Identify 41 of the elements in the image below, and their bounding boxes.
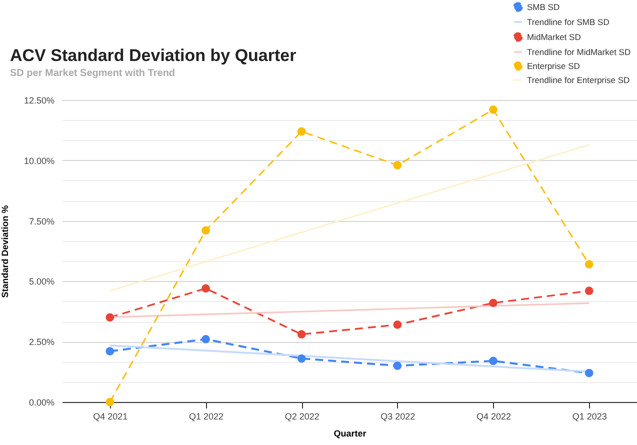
point [202, 335, 210, 344]
line-series [109, 144, 590, 292]
x-tick-label: Q4 2021 [93, 412, 128, 422]
legend-label: Trendline for MidMarket SD [527, 47, 631, 57]
y-tick-label: 5.00% [28, 276, 54, 287]
point [393, 320, 402, 329]
y-tick-label: 10.00% [24, 156, 54, 166]
legend-label: Trendline for SMB SD [527, 17, 610, 27]
point [393, 161, 402, 170]
chart-subtitle: SD per Market Segment with Trend [10, 68, 176, 79]
point [202, 226, 210, 235]
y-tick-label: 12.50% [24, 96, 54, 106]
point [106, 347, 114, 356]
point [297, 354, 306, 363]
legend-label: Trendline for Enterprise SD [527, 75, 630, 85]
point [584, 260, 594, 268]
x-axis-title: Quarter [334, 428, 367, 438]
point [584, 286, 594, 296]
chart-title: ACV Standard Deviation by Quarter [10, 46, 296, 66]
point [584, 368, 594, 378]
point [106, 398, 114, 406]
x-tick-label: Q1 2022 [188, 412, 224, 422]
point [106, 313, 114, 322]
x-tick-label: Q2 2022 [284, 412, 320, 422]
legend-label: Enterprise SD [527, 61, 580, 71]
point [393, 362, 402, 370]
point [489, 105, 498, 114]
point [489, 356, 498, 366]
y-tick-label: 2.50% [28, 337, 54, 348]
point [297, 127, 306, 136]
point [489, 298, 498, 308]
x-tick-label: Q4 2022 [476, 412, 512, 422]
legend-label: SMB SD [527, 2, 560, 12]
y-tick-label: 0.00% [28, 398, 54, 408]
legend-label: MidMarket SD [527, 32, 581, 42]
y-tick-label: 7.50% [28, 216, 54, 226]
y-axis-title: Standard Deviation % [0, 205, 10, 298]
x-tick-label: Q3 2022 [380, 412, 416, 422]
point [202, 284, 210, 293]
x-tick-label: Q1 2023 [572, 412, 607, 422]
point [297, 330, 306, 339]
